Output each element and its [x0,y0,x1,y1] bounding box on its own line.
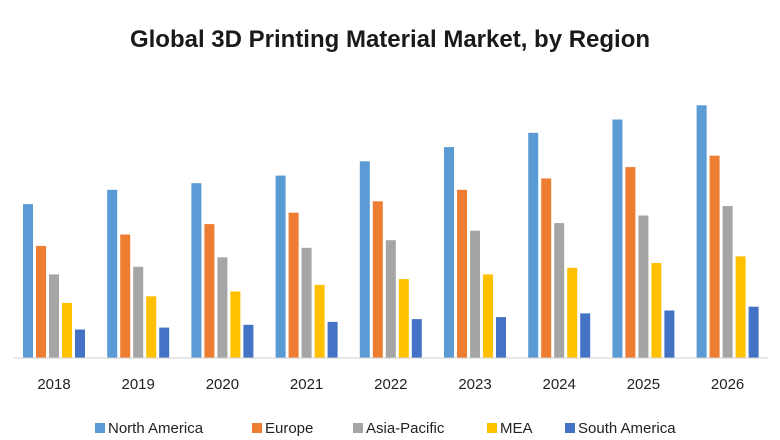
legend-item: South America [565,420,676,437]
bar-2025-europe [625,167,636,358]
bar-2025-north-america [612,119,623,358]
bar-2019-mea [146,296,157,359]
bar-2021-mea [314,284,325,359]
bar-2020-mea [230,291,241,358]
bar-2022-mea [398,279,409,358]
legend: North America Europe Asia-Pacific MEA South … [95,420,676,437]
legend-label: MEA [500,420,533,437]
bar-2020-north-america [191,183,202,358]
legend-item: Asia-Pacific [353,420,445,437]
legend-swatch [487,423,497,433]
bar-2020-south-america [243,324,254,359]
x-tick-label: 2018 [37,376,70,393]
bar-2021-north-america [275,175,286,358]
bar-2023-europe [457,189,467,358]
bar-2024-south-america [580,313,591,358]
bar-2024-asia-pacific [554,223,565,358]
bar-2019-asia-pacific [133,266,144,358]
bar-2026-asia-pacific [722,206,733,358]
bar-2023-asia-pacific [470,230,480,358]
bar-2022-europe [372,201,383,359]
bar-2021-europe [288,212,299,358]
legend-label: South America [578,420,676,437]
x-tick-label: 2024 [543,376,576,393]
legend-swatch [565,423,575,433]
bar-2023-mea [483,274,493,358]
x-tick-label: 2023 [458,376,491,393]
legend-swatch [353,423,363,433]
x-tick-label: 2021 [290,376,323,393]
bar-2018-south-america [75,329,85,358]
bar-2026-mea [735,256,746,358]
x-tick-label: 2020 [206,376,239,393]
bar-2021-asia-pacific [301,247,312,358]
legend-swatch [252,423,262,433]
legend-label: North America [108,420,204,437]
legend-label: Asia-Pacific [366,420,445,437]
bar-2018-europe [36,245,46,358]
bar-2025-asia-pacific [638,215,649,358]
legend-label: Europe [265,420,313,437]
x-tick-label: 2026 [711,376,744,393]
bar-2023-north-america [444,147,454,358]
bar-2026-south-america [748,306,759,358]
bar-2025-mea [651,263,662,358]
x-tick-label: 2019 [122,376,155,393]
bar-2022-south-america [411,319,422,359]
bar-2019-south-america [159,327,170,358]
bar-2026-north-america [696,105,707,358]
bar-2024-europe [541,178,552,358]
bar-2018-north-america [23,204,33,358]
bar-2019-north-america [107,189,118,358]
bar-2021-south-america [327,321,338,358]
bar-2024-mea [567,267,578,359]
bar-2026-europe [709,155,720,358]
bar-2025-south-america [664,310,675,358]
bar-2022-asia-pacific [385,240,396,358]
bar-2023-south-america [496,317,506,358]
x-tick-label: 2022 [374,376,407,393]
legend-item: North America [95,420,204,437]
bars-layer [23,105,759,359]
x-tick-labels: 2018 2019 2020 2021 2022 2023 2024 2025 2026 [37,376,744,393]
chart-title: Global 3D Printing Material Market, by R… [129,26,651,53]
legend-item: MEA [487,420,533,437]
bar-2022-north-america [359,161,370,358]
bar-2020-asia-pacific [217,257,228,358]
bar-2018-asia-pacific [49,274,59,358]
bar-2024-north-america [528,132,539,358]
legend-swatch [95,423,105,433]
legend-item: Europe [252,420,313,437]
bar-2019-europe [120,234,131,358]
x-tick-label: 2025 [627,376,660,393]
bar-2018-mea [62,302,72,358]
bar-2020-europe [204,224,215,358]
